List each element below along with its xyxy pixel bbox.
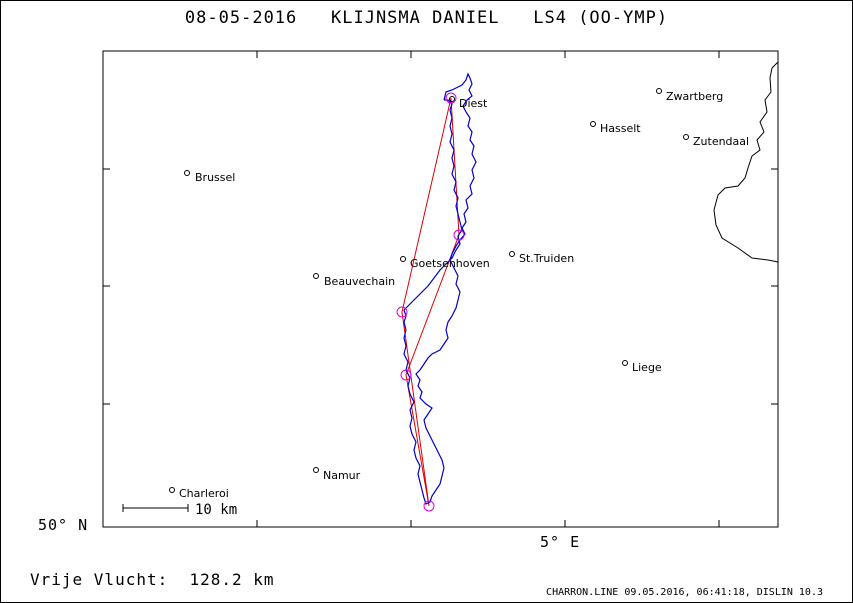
task-line xyxy=(401,97,460,507)
flight-distance: Vrije Vlucht: 128.2 km xyxy=(30,570,275,589)
title-date: 08-05-2016 xyxy=(184,8,298,28)
bottom-axis-ticks xyxy=(256,51,720,527)
town-label-namur: Namur xyxy=(323,469,361,482)
town-label-goetsenhoven: Goetsenhoven xyxy=(410,257,490,270)
title-glider: LS4 (OO-YMP) xyxy=(533,8,669,28)
turnpoint-4 xyxy=(396,306,408,318)
town-marker-hasselt xyxy=(590,121,596,127)
town-label-zwartberg: Zwartberg xyxy=(666,90,723,103)
software-credit: CHARRON.LINE 09.05.2016, 06:41:18, DISLI… xyxy=(546,587,823,598)
town-marker-namur xyxy=(313,467,319,473)
town-label-beauvechain: Beauvechain xyxy=(324,275,395,288)
town-label-diest: Diest xyxy=(459,97,488,110)
town-marker-liege xyxy=(622,360,628,366)
town-marker-zutendaal xyxy=(683,134,689,140)
turnpoint-start xyxy=(445,92,457,104)
turnpoint-1 xyxy=(453,229,465,241)
town-label-hasselt: Hasselt xyxy=(600,122,641,135)
town-label-sttruiden: St.Truiden xyxy=(519,252,574,265)
turnpoint-3 xyxy=(423,500,435,512)
town-marker-charleroi xyxy=(169,487,175,493)
plot-border xyxy=(102,50,779,528)
town-marker-zwartberg xyxy=(656,88,662,94)
title-pilot: KLIJNSMA DANIEL xyxy=(331,8,500,28)
town-label-zutendaal: Zutendaal xyxy=(693,135,749,148)
town-label-liege: Liege xyxy=(632,361,662,374)
town-marker-goetsenhoven xyxy=(400,256,406,262)
lon-axis-label: 5° E xyxy=(540,533,581,551)
scale-bar-label: 10 km xyxy=(195,502,237,518)
town-label-brussel: Brussel xyxy=(195,171,235,184)
map-title: 08-05-2016 KLIJNSMA DANIEL LS4 (OO-YMP) xyxy=(0,8,853,28)
town-marker-diest xyxy=(449,96,455,102)
turnpoints xyxy=(396,92,465,512)
town-marker-beauvechain xyxy=(313,273,319,279)
flight-track xyxy=(403,72,477,505)
town-marker-brussel xyxy=(184,170,190,176)
scale-bar xyxy=(122,504,189,512)
town-markers xyxy=(169,88,689,493)
town-label-charleroi: Charleroi xyxy=(179,487,229,500)
country-border xyxy=(713,61,779,263)
town-labels: Diest Zwartberg Hasselt Zutendaal Brusse… xyxy=(179,90,749,500)
turnpoint-2 xyxy=(400,369,412,381)
lat-axis-label: 50° N xyxy=(38,516,89,534)
left-axis-ticks xyxy=(103,168,778,405)
town-marker-sttruiden xyxy=(509,251,515,257)
